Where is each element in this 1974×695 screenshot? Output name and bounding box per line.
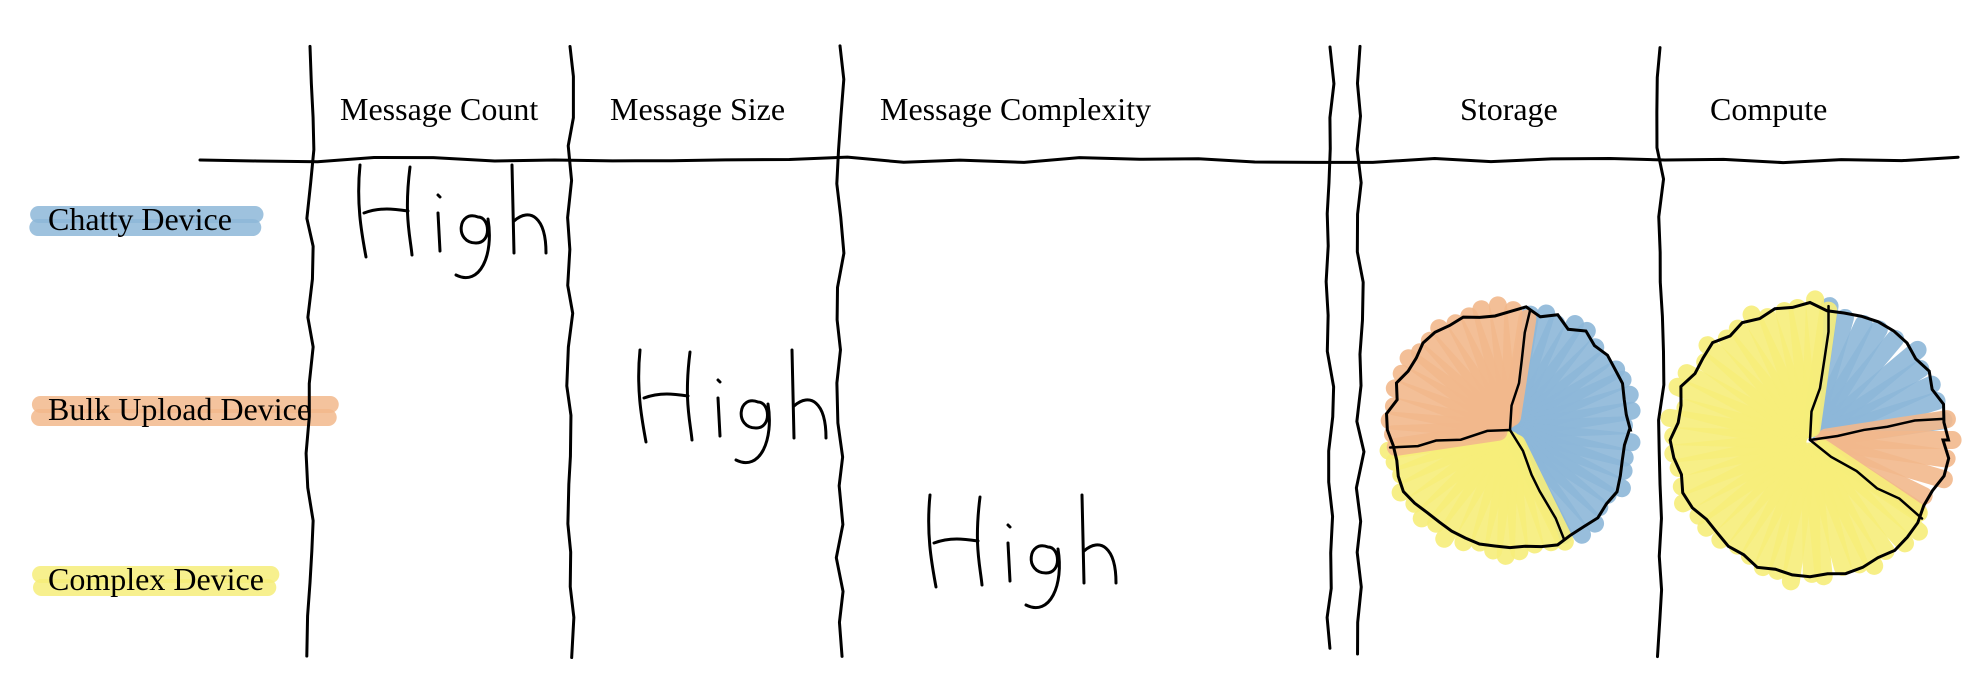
cell-complex-msg_complexity bbox=[929, 495, 1116, 608]
pie-compute bbox=[1670, 299, 1953, 581]
row-chatty: Chatty Device bbox=[48, 201, 232, 237]
row-complex: Complex Device bbox=[48, 561, 264, 597]
cell-bulk-msg_size bbox=[639, 350, 826, 463]
scribble-fill bbox=[1390, 305, 1528, 447]
column-headers: Message Count Message Size Message Complex… bbox=[340, 91, 1827, 127]
col-compute: Compute bbox=[1710, 91, 1827, 127]
row-labels: Chatty Device Bulk Upload Device Complex D… bbox=[48, 201, 311, 597]
row-bulk: Bulk Upload Device bbox=[48, 391, 311, 427]
col-msg_size: Message Size bbox=[610, 91, 785, 127]
cell-chatty-msg_count bbox=[359, 165, 546, 278]
pie-storage bbox=[1387, 305, 1632, 556]
col-msg_count: Message Count bbox=[340, 91, 538, 127]
pie-charts bbox=[1387, 299, 1953, 581]
table-grid bbox=[200, 46, 1958, 658]
col-msg_complexity: Message Complexity bbox=[880, 91, 1151, 127]
col-storage: Storage bbox=[1460, 91, 1558, 127]
cell-values bbox=[359, 165, 1116, 608]
